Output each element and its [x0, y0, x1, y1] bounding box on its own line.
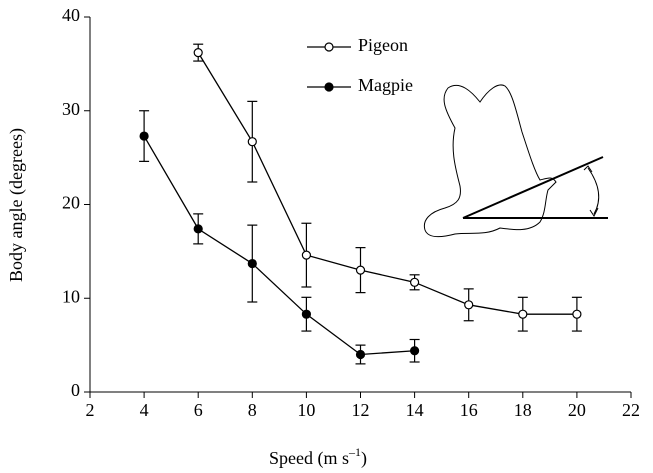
y-tick-label: 40 — [62, 5, 80, 25]
point — [139, 131, 149, 141]
y-tick-label: 10 — [62, 286, 80, 306]
point — [193, 224, 203, 234]
point — [247, 137, 257, 147]
point — [464, 300, 474, 310]
x-tick-label: 10 — [297, 400, 315, 420]
point — [410, 277, 420, 287]
x-label-end: ) — [361, 448, 367, 469]
point — [518, 309, 528, 319]
x-label-sup: –1 — [348, 445, 361, 459]
x-axis-label: Speed (m s–1) — [269, 445, 367, 469]
y-tick-label: 30 — [62, 99, 80, 119]
point — [301, 309, 311, 319]
x-tick-label: 14 — [406, 400, 424, 420]
x-tick-label: 16 — [460, 400, 478, 420]
x-tick-label: 6 — [194, 400, 203, 420]
x-label-base: Speed (m s — [269, 448, 349, 469]
legend-label: Pigeon — [358, 35, 408, 55]
y-tick-label: 0 — [71, 380, 80, 400]
x-tick-label: 2 — [86, 400, 95, 420]
point — [301, 250, 311, 260]
y-axis-label: Body angle (degrees) — [6, 128, 27, 282]
legend-label: Magpie — [358, 75, 413, 95]
x-tick-label: 4 — [140, 400, 149, 420]
series-line — [197, 52, 577, 315]
x-tick-label: 20 — [568, 400, 586, 420]
legend-marker — [324, 42, 334, 52]
x-tick-label: 18 — [514, 400, 532, 420]
x-tick-label: 12 — [352, 400, 370, 420]
series-line — [143, 135, 415, 356]
point — [410, 346, 420, 356]
bird-diagram — [423, 84, 608, 238]
x-tick-label: 22 — [622, 400, 640, 420]
y-tick-label: 20 — [62, 193, 80, 213]
point — [572, 309, 582, 319]
point — [355, 349, 366, 360]
point — [193, 48, 203, 58]
x-tick-label: 8 — [248, 400, 257, 420]
legend-marker — [324, 82, 334, 92]
point — [355, 265, 366, 275]
point — [247, 258, 257, 269]
